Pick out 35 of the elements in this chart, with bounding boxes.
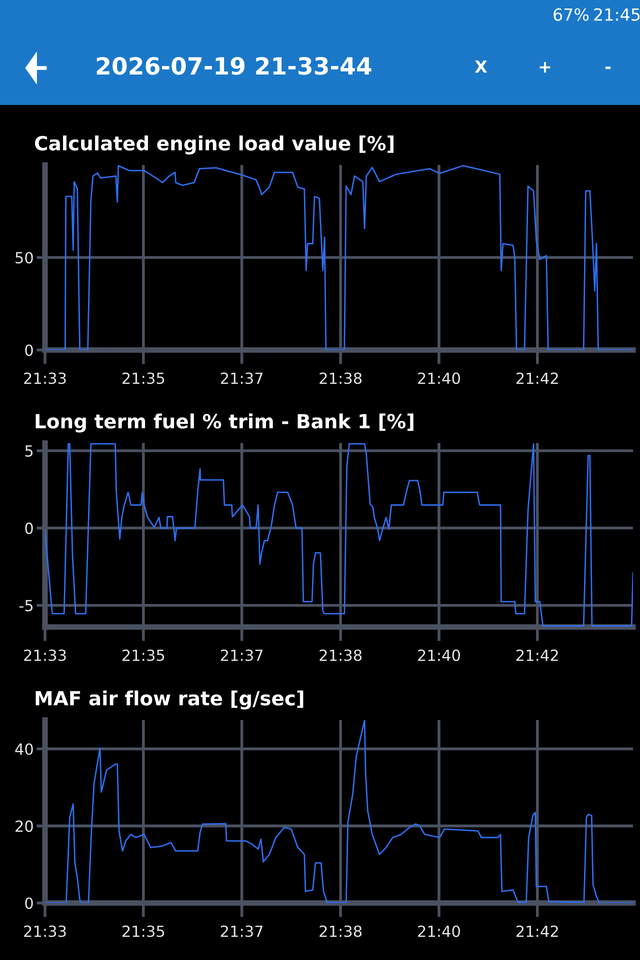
x-tick-label: 21:33 [24, 649, 66, 662]
x-tick-label: 21:40 [418, 372, 460, 384]
chart-title: Calculated engine load value [%] [34, 136, 394, 154]
text: X [474, 60, 488, 73]
x-tick-label: 21:35 [122, 649, 164, 662]
y-tick-label: 0 [25, 344, 33, 356]
chart-title: MAF air flow rate [g/sec] [36, 690, 304, 710]
y-tick-label: 50 [16, 252, 33, 264]
x-tick-label: 21:40 [418, 649, 460, 662]
y-tick-label: 20 [16, 820, 33, 832]
x-tick-label: 21:42 [516, 372, 558, 384]
x-tick-label: 21:35 [122, 372, 164, 384]
text: 2026-07-19 21-33-44 [96, 56, 372, 75]
text: - [605, 66, 611, 69]
y-tick-label: -5 [19, 600, 33, 612]
chart-title: Long term fuel % trim - Bank 1 [%] [36, 414, 414, 432]
x-tick-label: 21:37 [220, 649, 263, 662]
x-tick-label: 21:38 [320, 925, 362, 938]
x-tick-label: 21:35 [122, 925, 164, 938]
text: 67% [554, 8, 589, 21]
text: + [540, 62, 550, 73]
y-tick-label: 40 [15, 743, 33, 755]
y-tick-label: 0 [25, 522, 33, 534]
x-tick-label: 21:33 [24, 925, 66, 938]
x-tick-label: 21:37 [220, 372, 263, 384]
y-tick-label: 5 [25, 445, 33, 457]
y-tick-label: 0 [25, 897, 33, 910]
x-tick-label: 21:38 [320, 649, 362, 662]
x-tick-label: 21:37 [220, 925, 263, 938]
x-tick-label: 21:38 [320, 372, 362, 384]
x-tick-label: 21:42 [516, 925, 558, 937]
x-tick-label: 21:42 [516, 649, 558, 661]
x-tick-label: 21:33 [24, 372, 66, 384]
x-tick-label: 21:40 [418, 925, 460, 938]
text: 21:45 [594, 8, 640, 21]
